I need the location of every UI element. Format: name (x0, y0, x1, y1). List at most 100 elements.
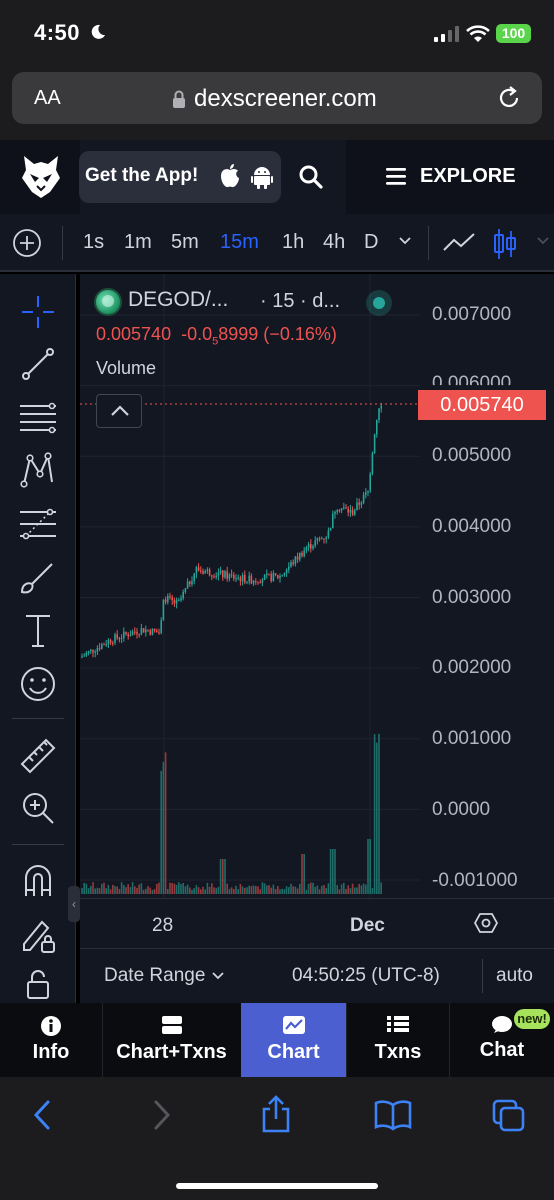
timeframe-1s[interactable]: 1s (83, 231, 105, 253)
volume-bar (270, 887, 272, 894)
candle-body (235, 578, 237, 580)
volume-bar (325, 888, 327, 894)
tab-chat[interactable]: Chat (450, 1003, 554, 1077)
share-icon[interactable] (260, 1095, 292, 1133)
pair-title[interactable]: DEGOD/... (128, 288, 229, 311)
cellular-signal-icon (434, 26, 459, 42)
candle-body (233, 574, 235, 579)
volume-bar (255, 886, 257, 894)
volume-bar (279, 889, 281, 894)
volume-bar (336, 885, 338, 894)
bottom-tab-bar: Info Chart+Txns Chart Txns Chat new! (0, 1003, 554, 1077)
logo-area[interactable] (0, 140, 80, 214)
volume-bar (164, 752, 167, 894)
search-icon[interactable] (298, 164, 324, 190)
get-app-button[interactable]: Get the App! (79, 151, 281, 203)
candle-body (356, 502, 358, 511)
fib-retracement-icon[interactable] (18, 504, 58, 544)
tab-chart-txns[interactable]: Chart+Txns (103, 1003, 240, 1077)
bookmarks-icon[interactable] (374, 1099, 412, 1131)
dexscreener-logo-icon[interactable] (20, 154, 62, 200)
volume-bar (160, 770, 162, 894)
tab-txns[interactable]: Txns (347, 1003, 449, 1077)
candle-body (182, 591, 184, 599)
candles-chart-type-icon[interactable] (492, 228, 518, 260)
timeframe-5m[interactable]: 5m (171, 231, 199, 253)
horizontal-lines-icon[interactable] (18, 398, 58, 438)
date-range-button[interactable]: Date Range (104, 965, 225, 987)
candle-body (351, 509, 354, 515)
text-tool-icon[interactable] (18, 610, 58, 650)
candle-body (156, 630, 158, 633)
timezone-button[interactable]: 04:50:25 (UTC-8) (292, 965, 440, 986)
emoji-icon[interactable] (18, 664, 58, 704)
ruler-icon[interactable] (18, 736, 58, 776)
volume-bar (351, 883, 354, 894)
auto-scale-button[interactable]: auto (496, 965, 533, 986)
volume-bar (296, 888, 299, 894)
candle-body (151, 628, 154, 635)
chat-icon (492, 1016, 512, 1033)
zoom-in-icon[interactable] (18, 788, 58, 828)
timeframe-D[interactable]: D (364, 231, 379, 253)
candle-body (332, 513, 334, 529)
pattern-tool-icon[interactable] (18, 450, 58, 490)
volume-bar (347, 885, 349, 894)
text-size-button[interactable]: AA (34, 87, 61, 109)
candle-body (257, 581, 259, 583)
price-axis-label: 0.004000 (432, 516, 512, 537)
timeframe-dropdown-icon[interactable] (398, 236, 412, 246)
toolbar-divider (428, 226, 429, 260)
candle-body (140, 628, 143, 635)
candle-body (261, 580, 264, 583)
candle-body (204, 571, 206, 574)
tab-info[interactable]: Info (0, 1003, 102, 1077)
back-icon[interactable] (32, 1099, 52, 1131)
timeframe-1h[interactable]: 1h (282, 231, 305, 253)
volume-bar (261, 882, 264, 894)
candle-body (120, 637, 123, 639)
tab-chart[interactable]: Chart (241, 1003, 346, 1077)
magnet-icon[interactable] (18, 860, 58, 900)
candle-body (301, 552, 303, 557)
price-axis-label: 0.0000 (432, 799, 491, 820)
collapse-legend-button[interactable] (96, 394, 142, 428)
candle-body (208, 569, 211, 576)
candle-body (167, 595, 169, 603)
tabs-icon[interactable] (492, 1099, 526, 1133)
collapse-toolbar-button[interactable]: ‹ (68, 886, 80, 922)
candle-body (85, 653, 88, 656)
timeframe-15m[interactable]: 15m (220, 231, 259, 253)
timeframe-4h[interactable]: 4h (323, 231, 346, 253)
price-axis-label: -0.001000 (432, 870, 518, 891)
candle-body (371, 453, 374, 475)
candle-body (338, 510, 341, 512)
volume-bar (230, 887, 233, 894)
candle-body (321, 538, 323, 540)
volume-bar (219, 859, 222, 894)
forward-icon[interactable] (152, 1099, 172, 1131)
lock-icon[interactable] (18, 964, 58, 1004)
add-symbol-icon[interactable] (12, 228, 42, 258)
reload-icon[interactable] (496, 85, 522, 111)
chart-type-dropdown-icon[interactable] (536, 236, 550, 246)
line-chart-type-icon[interactable] (442, 228, 476, 256)
tab-divider (449, 1003, 450, 1077)
timeframe-1m[interactable]: 1m (124, 231, 152, 253)
address-bar[interactable]: AA dexscreener.com (12, 72, 542, 124)
moon-icon (91, 24, 105, 39)
url-text[interactable]: dexscreener.com (194, 85, 377, 112)
chart-area[interactable]: DEGOD/... · 15 · d... 0.005740 -0.058999… (80, 274, 554, 954)
candle-body (312, 545, 314, 549)
price-chart[interactable] (80, 274, 554, 898)
trend-line-icon[interactable] (18, 344, 58, 384)
brush-icon[interactable] (18, 558, 58, 598)
footer-divider (482, 959, 483, 993)
volume-bar (360, 885, 363, 894)
lock-drawings-icon[interactable] (18, 914, 58, 954)
crosshair-icon[interactable] (18, 292, 58, 332)
volume-bar (153, 889, 156, 894)
chart-settings-icon[interactable] (474, 911, 498, 935)
volume-bar (285, 886, 288, 894)
tab-chart-label: Chart (267, 1041, 320, 1063)
